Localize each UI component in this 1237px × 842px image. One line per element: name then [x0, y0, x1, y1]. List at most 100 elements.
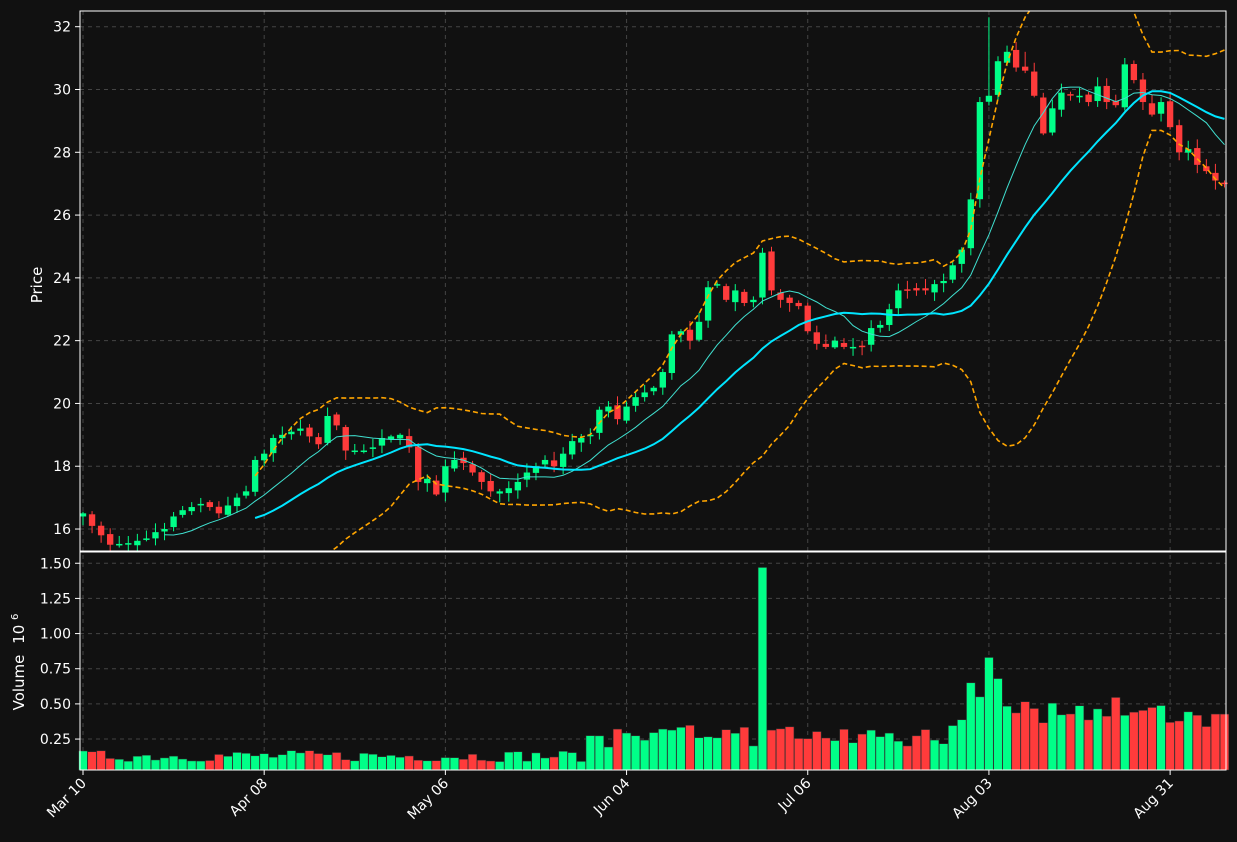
volume-bar	[911, 735, 922, 771]
volume-bar	[268, 756, 278, 771]
volume-bar	[477, 759, 487, 771]
candle-body	[895, 290, 902, 309]
candle-body	[858, 345, 866, 348]
volume-bar	[984, 657, 994, 771]
bollinger-lower-line	[329, 129, 1226, 551]
candle-body	[1012, 49, 1020, 68]
candle-body	[596, 409, 603, 433]
volume-axis-label-exponent-power: 6	[10, 614, 21, 620]
volume-bar	[920, 729, 931, 771]
volume-bar	[540, 757, 550, 771]
candle-body	[686, 329, 694, 341]
candle-body	[904, 289, 911, 291]
candle-body	[496, 491, 503, 494]
volume-axis-label-text: Volume	[10, 655, 28, 711]
volume-bar	[259, 753, 269, 771]
candle-body	[270, 437, 277, 454]
volume-bar	[622, 732, 632, 771]
volume-bar	[676, 727, 686, 771]
volume-bar	[286, 750, 296, 771]
candle-body	[994, 61, 1002, 95]
candle-body	[677, 331, 685, 335]
candle-body	[940, 281, 947, 284]
candle-body	[1040, 97, 1047, 134]
candle-body	[958, 249, 965, 264]
volume-bar	[839, 729, 849, 771]
volume-bar	[830, 740, 840, 771]
volume-tick-label: 1.00	[40, 627, 71, 643]
candle-body	[1157, 102, 1165, 114]
volume-bar	[241, 753, 251, 771]
volume-bar	[1183, 711, 1193, 771]
volume-bar	[486, 760, 496, 771]
price-tick-label: 22	[53, 334, 71, 350]
candle-body	[569, 441, 576, 455]
volume-bar	[1129, 711, 1139, 771]
volume-bar	[821, 737, 831, 771]
volume-bar	[549, 756, 559, 771]
volume-bar	[948, 725, 958, 771]
candle-body	[1121, 64, 1128, 108]
volume-bar	[531, 752, 541, 771]
volume-bar	[712, 737, 722, 771]
volume-bar	[558, 751, 568, 771]
candle-body	[487, 480, 494, 492]
candle-body	[170, 516, 177, 528]
volume-bar	[277, 754, 287, 771]
candle-body	[324, 416, 331, 443]
bollinger-upper-line	[254, 11, 1225, 477]
volume-bar	[667, 729, 677, 771]
volume-bar	[658, 728, 668, 771]
candle-body	[514, 481, 522, 491]
candle-body	[1094, 86, 1101, 102]
volume-bar	[649, 732, 659, 771]
candle-body	[550, 460, 558, 467]
volume-bar	[123, 760, 133, 771]
volume-bar	[785, 726, 795, 771]
volume-bar	[640, 739, 650, 771]
candle-body	[297, 428, 304, 431]
volume-bar	[884, 732, 894, 771]
volume-bar	[1102, 715, 1112, 771]
volume-bar	[150, 759, 161, 771]
price-tick-label: 28	[53, 145, 71, 161]
sma-slow-line	[254, 90, 1225, 519]
volume-bar	[866, 729, 876, 771]
volume-bar	[132, 756, 142, 771]
volume-bar	[395, 756, 405, 771]
candle-body	[632, 397, 639, 406]
candle-body	[134, 540, 141, 546]
volume-bar	[205, 760, 215, 771]
volume-bar	[794, 738, 804, 771]
candle-body	[750, 299, 757, 303]
candle-body	[587, 434, 594, 437]
candle-body	[1049, 108, 1056, 133]
volume-bar	[87, 751, 97, 771]
candle-body	[704, 287, 712, 321]
volume-bar	[522, 760, 532, 771]
volume-bar	[96, 750, 106, 771]
candle-body	[559, 453, 567, 467]
volume-bar	[612, 728, 623, 771]
volume-bar	[178, 758, 188, 771]
candle-body	[532, 466, 540, 473]
volume-bar	[413, 759, 423, 771]
candle-body	[469, 464, 476, 473]
volume-bar	[323, 754, 333, 771]
volume-bar	[169, 755, 179, 771]
price-panel	[79, 11, 1228, 552]
candle-body	[378, 437, 386, 446]
volume-bar	[957, 719, 967, 771]
volume-bar	[431, 760, 441, 771]
volume-bar	[1020, 701, 1030, 771]
volume-bar	[1084, 719, 1094, 771]
volume-bar	[730, 732, 740, 771]
candle-body	[315, 437, 322, 445]
candle-body	[759, 252, 766, 298]
price-tick-label: 32	[53, 20, 71, 36]
volume-bar	[1165, 722, 1175, 771]
candle-body	[949, 265, 956, 280]
volume-bar	[1201, 726, 1211, 771]
volume-bar	[386, 755, 396, 771]
